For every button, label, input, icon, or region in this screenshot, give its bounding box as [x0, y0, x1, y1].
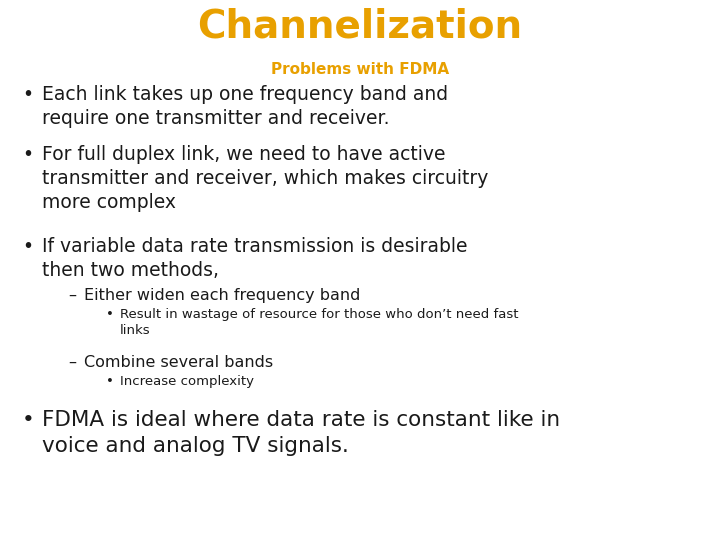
Text: Combine several bands: Combine several bands	[84, 355, 273, 370]
Text: •: •	[22, 145, 33, 164]
Text: Channelization: Channelization	[197, 8, 523, 46]
Text: Either widen each frequency band: Either widen each frequency band	[84, 288, 361, 303]
Text: Problems with FDMA: Problems with FDMA	[271, 62, 449, 77]
Text: Result in wastage of resource for those who don’t need fast
links: Result in wastage of resource for those …	[120, 308, 518, 337]
Text: For full duplex link, we need to have active
transmitter and receiver, which mak: For full duplex link, we need to have ac…	[42, 145, 488, 213]
Text: •: •	[22, 237, 33, 256]
Text: –: –	[68, 288, 76, 303]
Text: •: •	[106, 308, 114, 321]
Text: •: •	[22, 410, 35, 430]
Text: FDMA is ideal where data rate is constant like in
voice and analog TV signals.: FDMA is ideal where data rate is constan…	[42, 410, 560, 456]
Text: Increase complexity: Increase complexity	[120, 375, 254, 388]
Text: •: •	[22, 85, 33, 104]
Text: •: •	[106, 375, 114, 388]
Text: –: –	[68, 355, 76, 370]
Text: Each link takes up one frequency band and
require one transmitter and receiver.: Each link takes up one frequency band an…	[42, 85, 448, 128]
Text: If variable data rate transmission is desirable
then two methods,: If variable data rate transmission is de…	[42, 237, 467, 280]
